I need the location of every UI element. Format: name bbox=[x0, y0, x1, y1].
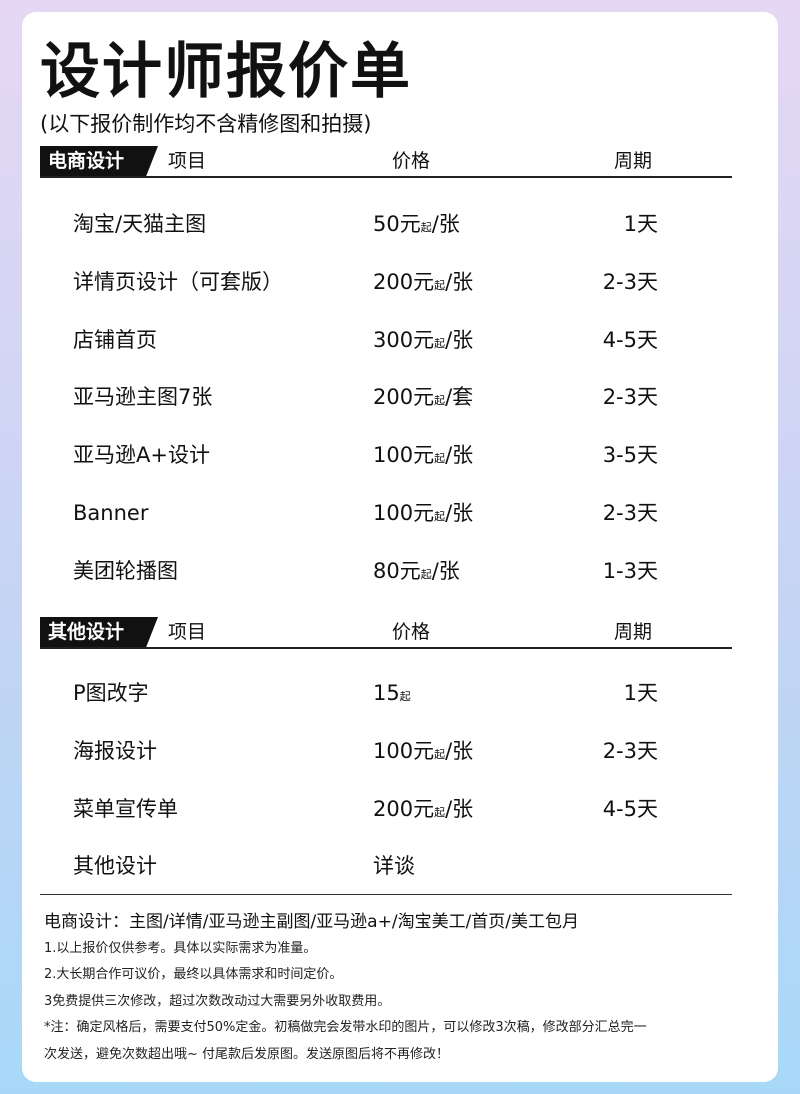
item-price: 200元起/套 bbox=[373, 377, 473, 421]
note-line: 3免费提供三次修改，超过次数改动过大需要另外收取费用。 bbox=[44, 993, 391, 1009]
item-price: 100元起/张 bbox=[373, 435, 473, 479]
section-tag: 电商设计 bbox=[40, 146, 158, 176]
price-unit: /张 bbox=[445, 796, 474, 821]
note-line: 1.以上报价仅供参考。具体以实际需求为准量。 bbox=[44, 941, 317, 956]
price-unit: /张 bbox=[445, 738, 474, 763]
item-price: 300元起/张 bbox=[373, 320, 473, 364]
item-name: Banner bbox=[73, 501, 149, 525]
table-row: 其他设计 详谈 bbox=[0, 846, 800, 886]
item-price: 200元起/张 bbox=[373, 262, 473, 306]
item-name: 海报设计 bbox=[73, 738, 157, 763]
table-row: 美团轮播图 80元起/张 1-3天 bbox=[0, 551, 800, 591]
price-qualifier: 起 bbox=[434, 805, 446, 819]
price-qualifier: 起 bbox=[434, 336, 446, 350]
item-name: 店铺首页 bbox=[73, 327, 157, 352]
item-price: 详谈 bbox=[373, 846, 415, 890]
item-name: 美团轮播图 bbox=[73, 558, 178, 583]
price-qualifier: 起 bbox=[434, 510, 446, 523]
price-qualifier: 起 bbox=[434, 747, 446, 761]
page-title: 设计师报价单 bbox=[40, 37, 412, 107]
table-row: Banner 100元起/张 2-3天 bbox=[0, 493, 800, 533]
item-name: 亚马逊A+设计 bbox=[73, 443, 210, 468]
section-header: 电商设计 项目 价格 周期 bbox=[40, 146, 732, 178]
item-period: 2-3天 bbox=[602, 269, 658, 294]
column-price: 价格 bbox=[392, 150, 431, 172]
note-line: *注：确定风格后，需要支付50%定金。初稿做完会发带水印的图片，可以修改3次稿，… bbox=[44, 1020, 647, 1036]
column-period: 周期 bbox=[614, 150, 653, 172]
item-name: 其他设计 bbox=[73, 854, 157, 879]
price-unit: /张 bbox=[445, 443, 474, 468]
price-qualifier: 起 bbox=[420, 221, 432, 234]
table-row: 菜单宣传单 200元起/张 4-5天 bbox=[0, 789, 800, 829]
price-amount: 100元 bbox=[373, 501, 435, 525]
price-unit: /张 bbox=[431, 558, 460, 583]
note-line: 次发送，避免次数超出哦~ 付尾款后发原图。发送原图后将不再修改！ bbox=[44, 1046, 450, 1062]
item-period: 3-5天 bbox=[602, 443, 658, 468]
column-period: 周期 bbox=[614, 621, 653, 643]
note-line: 2.大长期合作可议价，最终以具体需求和时间定价。 bbox=[44, 967, 343, 983]
column-item: 项目 bbox=[168, 621, 207, 643]
item-name: 菜单宣传单 bbox=[73, 796, 178, 821]
divider bbox=[40, 894, 732, 895]
price-amount: 200元 bbox=[373, 269, 435, 294]
price-list-card bbox=[22, 12, 778, 1082]
table-row: 亚马逊主图7张 200元起/套 2-3天 bbox=[0, 377, 800, 417]
price-unit: /张 bbox=[445, 327, 474, 352]
item-price: 100元起/张 bbox=[373, 493, 473, 537]
price-amount: 80元 bbox=[373, 558, 421, 583]
item-price: 100元起/张 bbox=[373, 731, 473, 775]
item-period: 2-3天 bbox=[602, 501, 658, 525]
price-amount: 详谈 bbox=[373, 854, 415, 879]
item-price: 200元起/张 bbox=[373, 789, 473, 833]
table-row: 店铺首页 300元起/张 4-5天 bbox=[0, 320, 800, 360]
item-period: 4-5天 bbox=[602, 796, 658, 821]
price-amount: 300元 bbox=[373, 327, 435, 352]
item-price: 15起 bbox=[373, 673, 411, 717]
price-qualifier: 起 bbox=[420, 567, 432, 581]
item-name: 详情页设计（可套版） bbox=[73, 269, 283, 294]
price-unit: /套 bbox=[445, 385, 474, 410]
price-amount: 200元 bbox=[373, 385, 435, 410]
price-amount: 15 bbox=[373, 681, 400, 705]
price-amount: 50元 bbox=[373, 212, 421, 236]
item-price: 50元起/张 bbox=[373, 204, 460, 248]
item-period: 1-3天 bbox=[602, 558, 658, 583]
footer-notes: 电商设计：主图/详情/亚马逊主副图/亚马逊a+/淘宝美工/首页/美工包月 1.以… bbox=[44, 908, 744, 1068]
item-period: 2-3天 bbox=[602, 738, 658, 763]
item-name: 亚马逊主图7张 bbox=[73, 385, 213, 410]
item-price: 80元起/张 bbox=[373, 551, 460, 595]
item-period: 4-5天 bbox=[602, 327, 658, 352]
page-subtitle: (以下报价制作均不含精修图和拍摄) bbox=[40, 112, 372, 136]
table-row: 淘宝/天猫主图 50元起/张 1天 bbox=[0, 204, 800, 244]
item-period: 2-3天 bbox=[602, 385, 658, 410]
price-amount: 100元 bbox=[373, 738, 435, 763]
section-tag: 其他设计 bbox=[40, 617, 158, 647]
table-row: 海报设计 100元起/张 2-3天 bbox=[0, 731, 800, 771]
table-row: P图改字 15起 1天 bbox=[0, 673, 800, 713]
item-period: 1天 bbox=[623, 212, 658, 236]
price-amount: 100元 bbox=[373, 443, 435, 468]
price-qualifier: 起 bbox=[434, 452, 446, 466]
table-row: 亚马逊A+设计 100元起/张 3-5天 bbox=[0, 435, 800, 475]
column-item: 项目 bbox=[168, 150, 207, 172]
price-qualifier: 起 bbox=[434, 394, 446, 408]
section-header: 其他设计 项目 价格 周期 bbox=[40, 617, 732, 649]
item-name: 淘宝/天猫主图 bbox=[73, 212, 207, 236]
price-unit: /张 bbox=[445, 269, 474, 294]
price-amount: 200元 bbox=[373, 796, 435, 821]
price-unit: /张 bbox=[445, 501, 474, 525]
services-summary: 电商设计：主图/详情/亚马逊主副图/亚马逊a+/淘宝美工/首页/美工包月 bbox=[44, 912, 580, 932]
price-unit: /张 bbox=[431, 212, 460, 236]
column-price: 价格 bbox=[392, 621, 431, 643]
item-period: 1天 bbox=[623, 681, 658, 705]
table-row: 详情页设计（可套版） 200元起/张 2-3天 bbox=[0, 262, 800, 302]
item-name: P图改字 bbox=[73, 681, 149, 705]
price-qualifier: 起 bbox=[434, 278, 446, 292]
price-qualifier: 起 bbox=[399, 690, 411, 703]
